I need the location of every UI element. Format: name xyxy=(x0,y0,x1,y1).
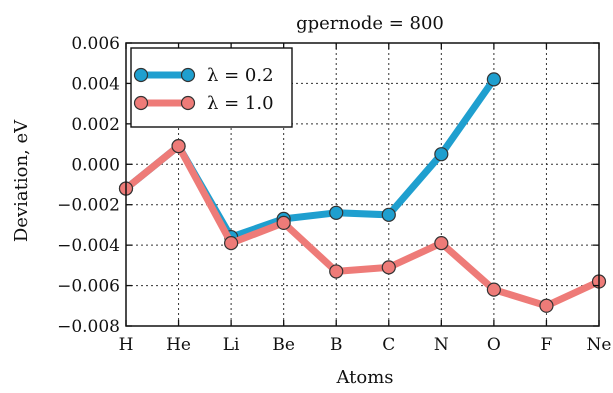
grid xyxy=(126,43,599,326)
data-point xyxy=(486,72,501,87)
x-tick-label: Ne xyxy=(587,335,612,355)
x-tick-label: F xyxy=(541,335,553,355)
ticks: −0.008 −0.006 −0.004 −0.002 0.000 0.002 0.004 0… xyxy=(57,34,611,355)
x-tick-label: Be xyxy=(272,335,295,355)
x-tick-label: N xyxy=(434,335,449,355)
plot-frame xyxy=(125,42,600,327)
x-tick-label: B xyxy=(330,335,343,355)
data-point xyxy=(224,236,239,251)
data-point xyxy=(381,207,396,222)
legend: λ = 0.2 λ = 1.0 xyxy=(130,47,293,128)
y-tick-label: −0.002 xyxy=(57,196,120,216)
legend-label: λ = 1.0 xyxy=(207,93,274,114)
data-point xyxy=(539,298,554,313)
y-tick-label: 0.000 xyxy=(71,155,120,175)
data-point xyxy=(276,215,291,231)
data-point xyxy=(434,236,449,251)
x-tick-label: C xyxy=(382,335,395,355)
x-tick-label: O xyxy=(487,335,501,355)
plot-border xyxy=(125,42,600,327)
legend-swatch-marker xyxy=(133,67,149,83)
y-tick-label: 0.006 xyxy=(71,34,120,54)
y-tick-label: −0.008 xyxy=(57,317,120,337)
x-tick-label: He xyxy=(166,335,191,355)
data-point xyxy=(171,138,186,154)
data-point xyxy=(329,205,344,220)
data-point xyxy=(434,147,449,162)
legend-box xyxy=(130,47,293,128)
series-layer xyxy=(118,72,607,313)
legend-swatch-marker xyxy=(133,95,149,111)
series-line xyxy=(122,142,603,310)
legend-swatch-marker xyxy=(180,95,196,111)
data-point xyxy=(381,260,396,275)
chart-title: gpernode = 800 xyxy=(296,13,444,34)
data-point xyxy=(486,282,501,297)
y-tick-label: 0.002 xyxy=(71,115,120,135)
x-axis-title: Atoms xyxy=(335,367,393,388)
x-tick-label: H xyxy=(119,335,134,355)
legend-swatch-marker xyxy=(180,67,196,83)
x-tick-label: Li xyxy=(223,335,240,355)
y-tick-label: −0.006 xyxy=(57,277,120,297)
y-tick-label: 0.004 xyxy=(71,74,120,94)
data-point xyxy=(329,264,344,279)
legend-label: λ = 0.2 xyxy=(207,65,274,86)
series-1 xyxy=(118,138,607,313)
y-axis-title: Deviation, eV xyxy=(11,119,32,242)
y-tick-label: −0.004 xyxy=(57,236,120,256)
